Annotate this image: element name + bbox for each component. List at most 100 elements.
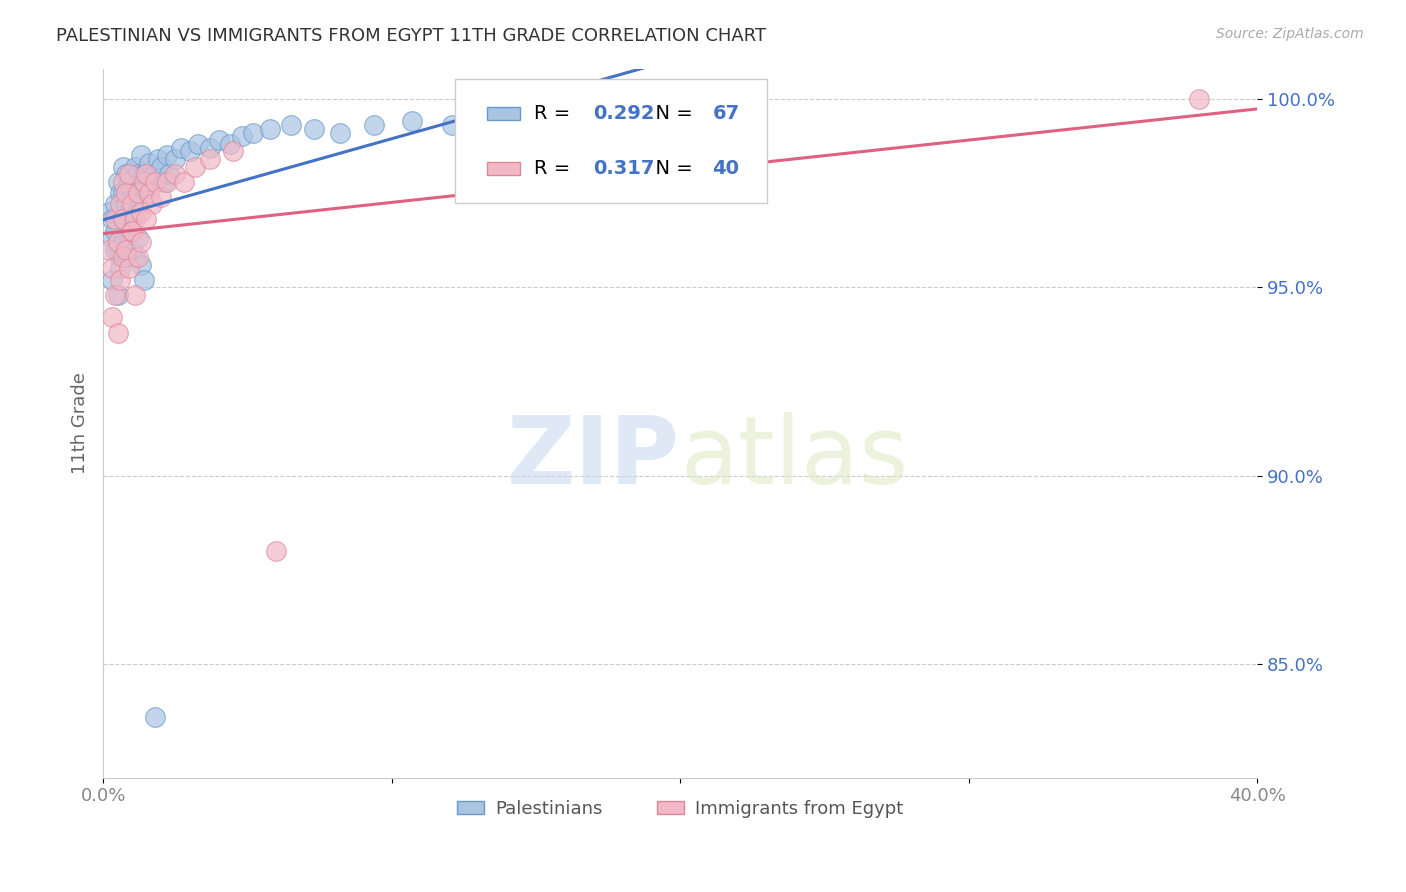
Point <box>198 152 221 166</box>
Point <box>110 261 132 276</box>
Point <box>110 250 132 264</box>
Point <box>101 310 124 325</box>
Point <box>115 243 138 257</box>
Point <box>115 167 138 181</box>
Point <box>129 204 152 219</box>
Point <box>107 235 129 249</box>
Text: ZIP: ZIP <box>508 412 681 505</box>
Point <box>143 710 166 724</box>
Point <box>155 175 177 189</box>
Point <box>112 250 135 264</box>
Point <box>152 175 174 189</box>
Point <box>138 156 160 170</box>
Point <box>486 111 509 125</box>
FancyBboxPatch shape <box>488 107 520 120</box>
Point <box>112 175 135 189</box>
Point <box>104 224 127 238</box>
Point <box>363 118 385 132</box>
Point <box>170 141 193 155</box>
FancyBboxPatch shape <box>488 162 520 175</box>
Point <box>132 167 155 181</box>
Point <box>219 136 242 151</box>
Point <box>124 288 146 302</box>
Point <box>101 261 124 276</box>
Point <box>143 167 166 181</box>
Point <box>118 261 141 276</box>
Point <box>141 197 163 211</box>
Point <box>222 145 245 159</box>
Point <box>149 160 172 174</box>
Point <box>231 129 253 144</box>
Point <box>121 197 143 211</box>
Point <box>129 175 152 189</box>
Point <box>118 175 141 189</box>
Point <box>132 273 155 287</box>
Point <box>97 243 120 257</box>
Point <box>124 250 146 264</box>
Point <box>124 190 146 204</box>
Point <box>112 160 135 174</box>
Point <box>112 235 135 249</box>
Legend: Palestinians, Immigrants from Egypt: Palestinians, Immigrants from Egypt <box>450 793 910 825</box>
Point <box>179 145 201 159</box>
Point <box>104 212 127 227</box>
Point <box>107 175 129 189</box>
Point <box>115 250 138 264</box>
Point <box>121 224 143 238</box>
Point <box>104 197 127 211</box>
Text: R =: R = <box>533 159 576 178</box>
Point <box>135 212 157 227</box>
Point <box>129 258 152 272</box>
Point <box>124 160 146 174</box>
Text: 67: 67 <box>713 104 740 123</box>
Point <box>401 114 423 128</box>
Point <box>127 186 149 200</box>
Text: atlas: atlas <box>681 412 908 505</box>
Point <box>118 204 141 219</box>
Point <box>121 243 143 257</box>
Point <box>143 175 166 189</box>
Text: N =: N = <box>643 159 699 178</box>
Point <box>129 235 152 249</box>
Point <box>264 544 287 558</box>
Point <box>141 175 163 189</box>
Point <box>97 204 120 219</box>
Point <box>593 107 616 121</box>
Point <box>118 224 141 238</box>
Point <box>138 186 160 200</box>
Point <box>259 121 281 136</box>
Point <box>104 288 127 302</box>
Point <box>104 243 127 257</box>
Point <box>112 186 135 200</box>
Point <box>329 126 352 140</box>
Point <box>187 136 209 151</box>
Point <box>538 114 561 128</box>
Text: 0.292: 0.292 <box>593 104 655 123</box>
Point <box>280 118 302 132</box>
Point <box>207 133 229 147</box>
Point <box>110 197 132 211</box>
Point <box>302 121 325 136</box>
Point <box>242 126 264 140</box>
Text: PALESTINIAN VS IMMIGRANTS FROM EGYPT 11TH GRADE CORRELATION CHART: PALESTINIAN VS IMMIGRANTS FROM EGYPT 11T… <box>56 27 766 45</box>
Point <box>1188 92 1211 106</box>
Point <box>118 167 141 181</box>
Point <box>198 141 221 155</box>
Point <box>127 167 149 181</box>
Point <box>165 167 187 181</box>
Text: 40: 40 <box>713 159 740 178</box>
Point <box>107 288 129 302</box>
Point <box>135 182 157 196</box>
Point <box>101 212 124 227</box>
Point <box>115 197 138 211</box>
Point <box>441 118 464 132</box>
Point <box>124 212 146 227</box>
Point <box>110 273 132 287</box>
Point <box>127 250 149 264</box>
Text: 0.317: 0.317 <box>593 159 655 178</box>
Point <box>155 148 177 162</box>
Point <box>146 152 169 166</box>
Point <box>184 160 207 174</box>
Point <box>101 273 124 287</box>
Point <box>121 212 143 227</box>
